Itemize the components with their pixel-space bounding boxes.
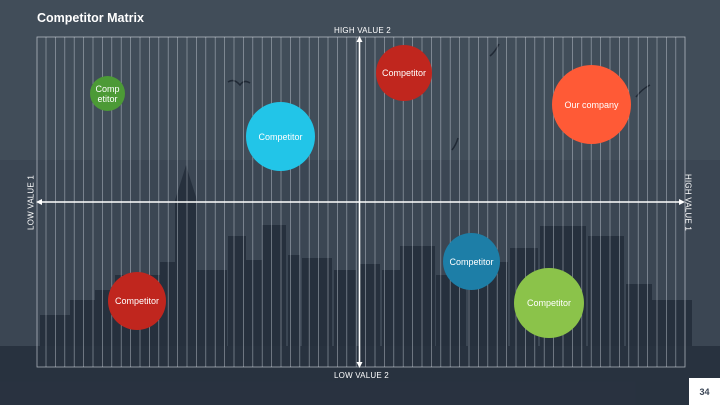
competitor-bubble-2[interactable]: Competitor	[376, 45, 432, 101]
competitor-bubble-3[interactable]: Competitor	[246, 102, 315, 171]
up-arrow-icon	[356, 36, 363, 42]
down-arrow-icon	[356, 362, 363, 368]
axis-label-top: HIGH VALUE 2	[334, 26, 391, 35]
competitor-bubble-4[interactable]: Competitor	[108, 272, 166, 330]
left-arrow-icon	[36, 199, 42, 205]
our-company-bubble[interactable]: Our company	[552, 65, 631, 144]
slide-title: Competitor Matrix	[37, 11, 144, 25]
competitor-bubble-5[interactable]: Competitor	[443, 233, 500, 290]
right-arrow-icon	[679, 199, 685, 205]
axis-label-left: LOW VALUE 1	[26, 175, 36, 230]
axis-label-right: HIGH VALUE 1	[683, 174, 693, 231]
page-number: 34	[689, 378, 720, 405]
competitor-bubble-1[interactable]: Competitor	[90, 76, 125, 111]
competitor-bubble-6[interactable]: Competitor	[514, 268, 584, 338]
axis-label-bottom: LOW VALUE 2	[334, 371, 389, 380]
